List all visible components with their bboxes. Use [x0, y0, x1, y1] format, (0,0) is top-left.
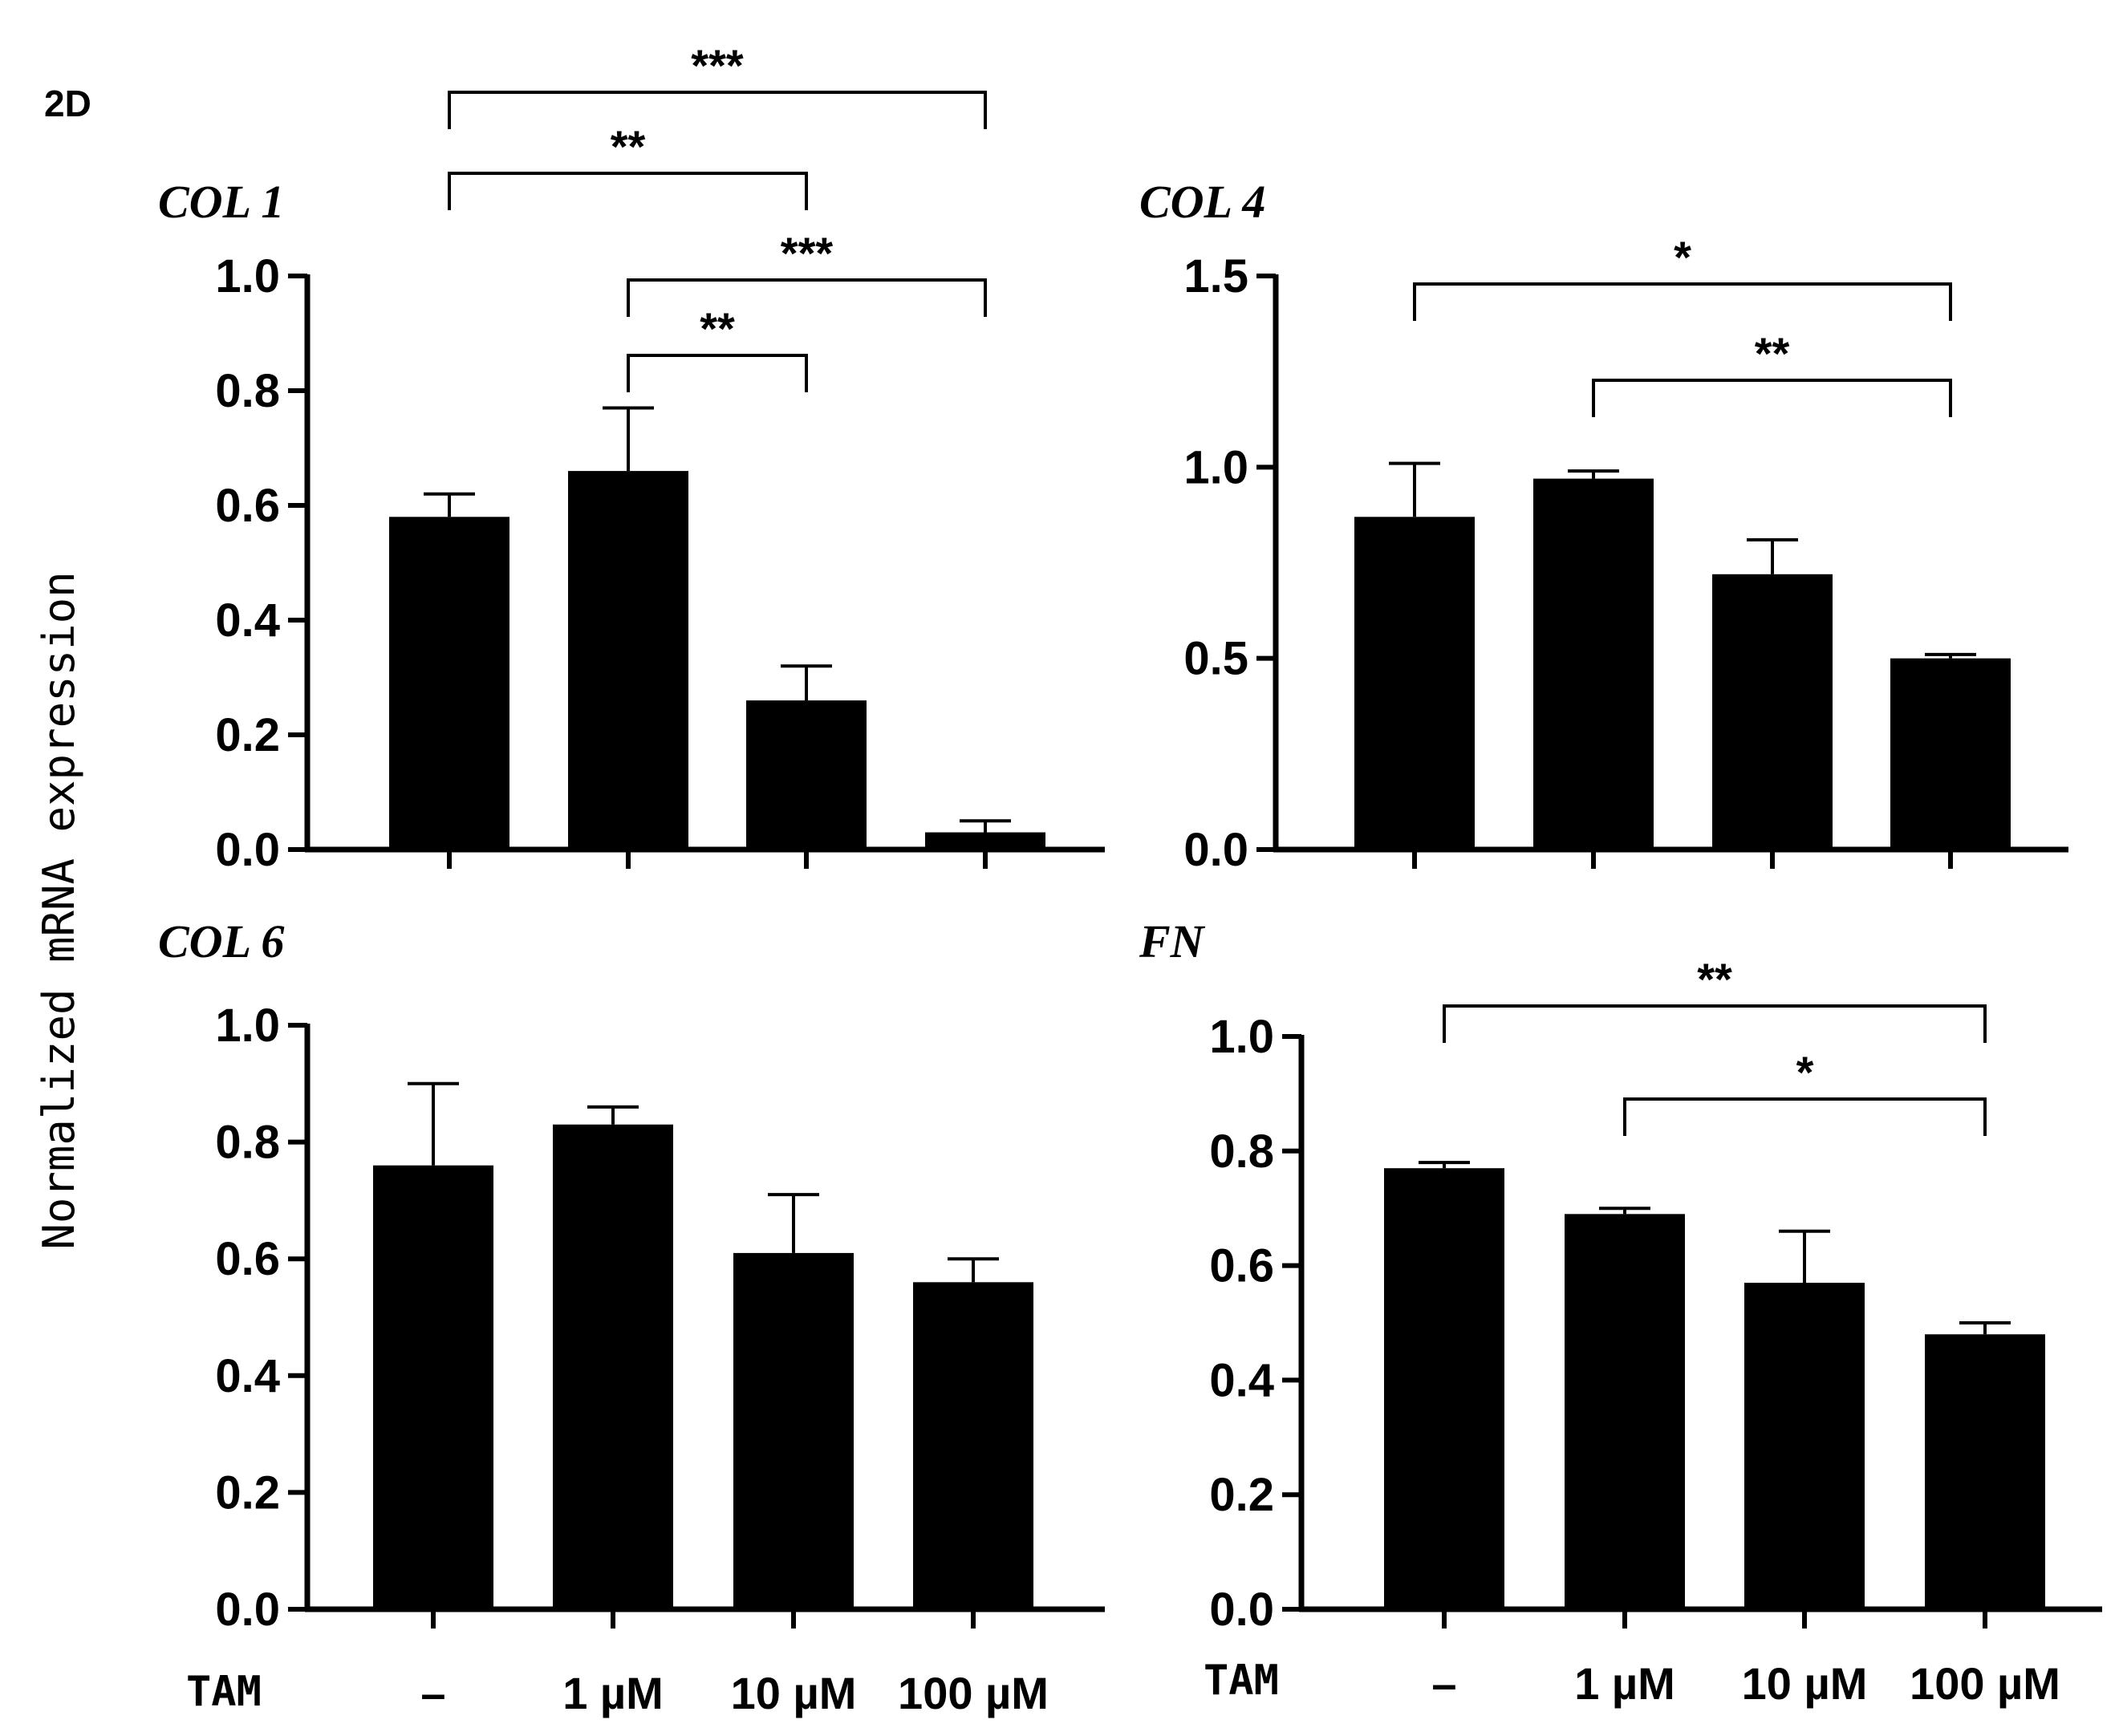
y-tick-label: 0.0	[1209, 1584, 1274, 1636]
significance-bracket	[1592, 379, 1952, 417]
significance-bracket	[448, 91, 987, 129]
y-tick-label: 0.6	[215, 480, 280, 532]
x-tick-label: 10 µM	[731, 1668, 857, 1718]
x-tick-label: 10 µM	[1742, 1658, 1868, 1709]
significance-bracket	[627, 354, 808, 392]
x-tick-label: 100 µM	[898, 1668, 1049, 1718]
bar	[1565, 1214, 1685, 1609]
bar	[1533, 478, 1654, 850]
y-tick-label: 0.6	[215, 1233, 280, 1285]
bar	[553, 1124, 673, 1609]
bar	[733, 1252, 854, 1609]
x-tick-label: 100 µM	[1910, 1658, 2060, 1709]
x-tick-label: –	[420, 1668, 445, 1718]
y-tick-label: 1.5	[1183, 250, 1248, 302]
bar	[1890, 658, 2011, 850]
significance-bracket	[1413, 282, 1952, 321]
bar	[1744, 1283, 1865, 1609]
y-tick-label: 0.0	[215, 1584, 280, 1636]
y-tick-label: 0.6	[1209, 1240, 1274, 1292]
y-tick-label: 1.0	[215, 250, 280, 302]
treatment-label-right: TAM	[1204, 1657, 1279, 1705]
y-tick-label: 0.8	[1209, 1126, 1274, 1178]
y-tick-label: 0.8	[215, 365, 280, 417]
bar	[373, 1165, 493, 1609]
y-tick-label: 0.4	[215, 594, 280, 647]
panel-label: 2D	[44, 83, 91, 124]
significance-label: **	[1697, 954, 1732, 1004]
significance-bracket	[1623, 1097, 1987, 1136]
y-tick-label: 0.0	[215, 824, 280, 876]
x-tick-label: 1 µM	[1574, 1658, 1675, 1709]
bar	[1712, 574, 1833, 850]
y-tick-label: 0.4	[1209, 1354, 1274, 1406]
significance-bracket	[448, 172, 808, 210]
bar	[1354, 517, 1475, 850]
y-tick-label: 0.2	[215, 709, 280, 761]
significance-label: **	[611, 121, 646, 172]
bar	[389, 517, 509, 850]
significance-label: *	[1796, 1047, 1814, 1097]
y-tick-label: 1.0	[1209, 1011, 1274, 1063]
x-tick-label: –	[1431, 1658, 1456, 1709]
y-axis-label: Normalized mRNA expression	[34, 571, 84, 1249]
significance-bracket	[1443, 1004, 1987, 1043]
significance-label: **	[1755, 328, 1790, 379]
chart-col6: COL 6 0.0 0.2 0.4 0.6 0.8 1.0 – 1 µM 10 µM 100 µM	[158, 915, 1105, 1718]
y-tick-label: 0.8	[215, 1117, 280, 1169]
x-tick-label: 1 µM	[562, 1668, 664, 1718]
chart-title: FN	[1139, 915, 1206, 967]
y-tick-label: 0.5	[1183, 633, 1248, 685]
bar	[746, 700, 867, 850]
chart-title: COL 4	[1139, 176, 1265, 228]
bar	[1925, 1334, 2045, 1609]
chart-col1: COL 10.00.20.40.60.81.0**********	[158, 40, 1105, 876]
y-tick-label: 1.0	[1183, 441, 1248, 493]
treatment-label-left: TAM	[186, 1668, 262, 1716]
bar	[1384, 1168, 1504, 1609]
significance-label: ***	[691, 40, 744, 91]
significance-label: *	[1674, 232, 1691, 282]
y-tick-label: 0.0	[1183, 824, 1248, 876]
y-tick-label: 1.0	[215, 1000, 280, 1052]
y-tick-label: 0.2	[1209, 1469, 1274, 1521]
significance-label: ***	[781, 228, 834, 278]
bar	[925, 832, 1045, 850]
chart-title: COL 6	[158, 915, 284, 967]
chart-col4: COL 40.00.51.01.5 ***	[1139, 176, 2068, 876]
chart-fn: FN0.00.20.40.60.81.0– 1 µM 10 µM 100 µM***	[1139, 915, 2102, 1709]
bar	[913, 1282, 1033, 1609]
significance-bracket	[627, 278, 987, 317]
significance-label: **	[700, 303, 735, 354]
bar	[568, 471, 688, 850]
chart-title: COL 1	[158, 176, 284, 228]
y-tick-label: 0.2	[215, 1466, 280, 1519]
y-tick-label: 0.4	[215, 1350, 280, 1402]
